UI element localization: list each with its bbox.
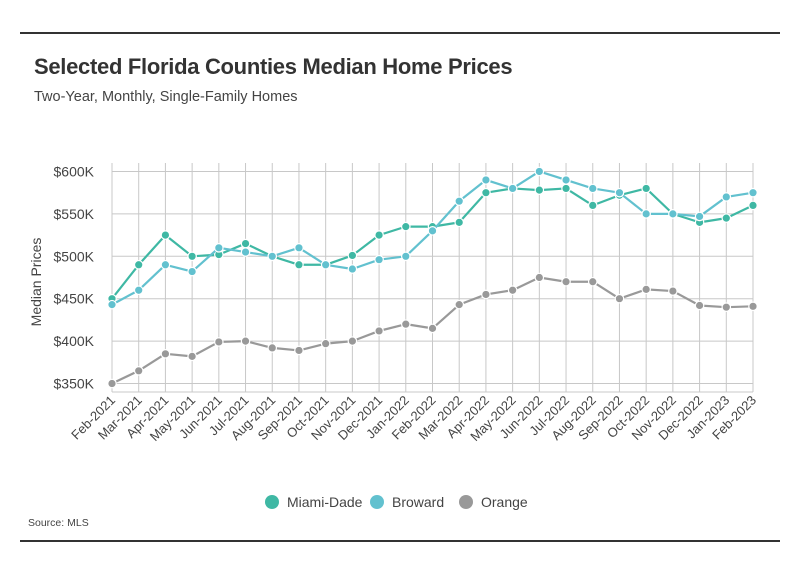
data-point xyxy=(481,187,491,198)
data-point xyxy=(454,196,465,206)
data-point xyxy=(587,183,598,194)
data-point xyxy=(347,250,358,261)
y-axis-label: Median Prices xyxy=(28,238,44,327)
data-point xyxy=(507,285,518,296)
bottom-rule xyxy=(20,540,780,542)
data-point xyxy=(668,286,678,296)
data-point xyxy=(294,243,304,253)
legend-marker xyxy=(459,495,473,509)
data-point xyxy=(214,243,224,253)
data-point xyxy=(454,217,465,228)
data-point xyxy=(320,259,331,270)
data-point xyxy=(534,185,545,195)
y-tick-label: $600K xyxy=(54,163,95,179)
data-point xyxy=(481,175,491,185)
data-point xyxy=(160,259,171,270)
data-point xyxy=(748,187,758,198)
data-point xyxy=(240,336,251,346)
data-point xyxy=(641,284,651,295)
data-point xyxy=(400,319,411,329)
data-point xyxy=(133,259,144,270)
data-point xyxy=(187,251,197,262)
source-note: Source: MLS xyxy=(28,517,89,529)
data-point xyxy=(160,349,171,359)
data-point xyxy=(721,192,732,202)
y-tick-label: $350K xyxy=(54,376,95,392)
y-tick-label: $450K xyxy=(54,291,95,307)
data-point xyxy=(721,213,732,223)
data-point xyxy=(668,209,678,219)
data-point xyxy=(374,254,384,265)
data-point xyxy=(614,187,625,198)
data-point xyxy=(748,301,758,312)
top-rule xyxy=(20,32,780,34)
data-point xyxy=(427,226,438,236)
data-point xyxy=(561,276,571,287)
data-point xyxy=(374,230,384,240)
data-point xyxy=(507,183,518,194)
data-point xyxy=(187,351,197,362)
legend-marker xyxy=(265,495,279,509)
data-point xyxy=(534,166,545,177)
data-point xyxy=(267,251,278,262)
data-point xyxy=(187,266,197,277)
legend-label: Orange xyxy=(481,494,528,510)
data-point xyxy=(427,323,438,334)
legend: Miami-Dade Broward Orange xyxy=(265,494,528,510)
data-point xyxy=(641,209,651,219)
legend-label: Broward xyxy=(392,494,444,510)
data-point xyxy=(240,247,251,257)
data-point xyxy=(561,175,571,185)
data-point xyxy=(694,211,705,222)
chart-title: Selected Florida Counties Median Home Pr… xyxy=(34,54,513,79)
grid-lines xyxy=(111,163,754,393)
data-point xyxy=(214,337,224,347)
data-point xyxy=(374,326,384,336)
data-point xyxy=(133,285,144,296)
data-point xyxy=(240,238,251,249)
data-point xyxy=(587,200,598,211)
chart-subtitle: Two-Year, Monthly, Single-Family Homes xyxy=(34,89,298,105)
data-point xyxy=(748,200,758,211)
data-point xyxy=(454,299,465,310)
data-point xyxy=(694,300,705,311)
data-point xyxy=(721,302,732,312)
y-tick-label: $500K xyxy=(54,248,95,264)
x-axis-ticks: Feb-2021Mar-2021Apr-2021May-2021Jun-2021… xyxy=(68,393,759,444)
data-point xyxy=(347,264,358,274)
data-point xyxy=(107,378,117,389)
data-point xyxy=(614,293,625,304)
data-point xyxy=(587,276,598,287)
data-point xyxy=(347,336,358,346)
data-point xyxy=(320,338,331,349)
data-point xyxy=(267,343,278,353)
data-point xyxy=(400,251,411,262)
data-point xyxy=(534,272,545,283)
data-point xyxy=(481,289,491,300)
legend-label: Miami-Dade xyxy=(287,494,363,510)
legend-marker xyxy=(370,495,384,509)
data-point xyxy=(294,259,304,270)
y-axis-ticks: $350K $400K $450K $500K $550K $600K xyxy=(54,163,95,391)
data-point xyxy=(561,183,571,194)
data-point xyxy=(641,183,651,194)
data-point xyxy=(294,345,304,356)
data-point xyxy=(160,230,171,240)
data-point xyxy=(400,221,411,232)
data-point xyxy=(107,299,117,310)
series-group xyxy=(107,166,758,389)
y-tick-label: $550K xyxy=(54,206,95,222)
data-point xyxy=(133,365,144,376)
y-tick-label: $400K xyxy=(54,333,95,349)
